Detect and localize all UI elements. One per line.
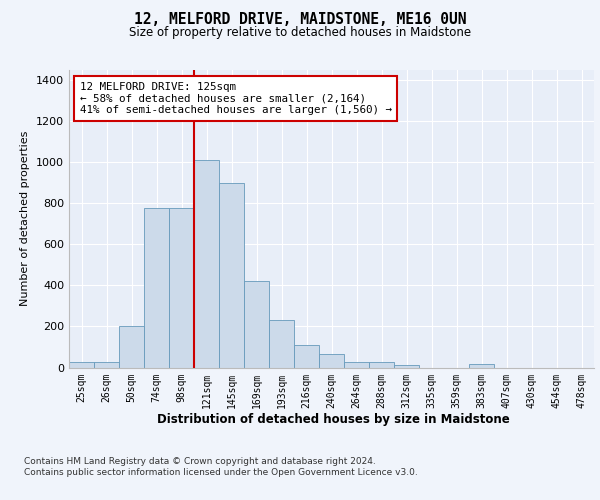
Bar [344,362,368,368]
Text: Size of property relative to detached houses in Maidstone: Size of property relative to detached ho… [129,26,471,39]
Bar [469,364,494,368]
Text: 12, MELFORD DRIVE, MAIDSTONE, ME16 0UN: 12, MELFORD DRIVE, MAIDSTONE, ME16 0UN [134,12,466,28]
Bar [145,208,169,368]
Bar [194,160,218,368]
Text: Contains HM Land Registry data © Crown copyright and database right 2024.
Contai: Contains HM Land Registry data © Crown c… [24,458,418,477]
Text: 12 MELFORD DRIVE: 125sqm
← 58% of detached houses are smaller (2,164)
41% of sem: 12 MELFORD DRIVE: 125sqm ← 58% of detach… [79,82,392,115]
Text: Distribution of detached houses by size in Maidstone: Distribution of detached houses by size … [157,412,509,426]
Bar [295,345,319,368]
Bar [220,183,244,368]
Bar [394,366,419,368]
Bar [370,362,394,368]
Y-axis label: Number of detached properties: Number of detached properties [20,131,31,306]
Bar [94,362,119,368]
Bar [119,326,143,368]
Bar [169,208,194,368]
Bar [70,362,94,368]
Bar [269,320,293,368]
Bar [244,282,269,368]
Bar [319,354,344,368]
